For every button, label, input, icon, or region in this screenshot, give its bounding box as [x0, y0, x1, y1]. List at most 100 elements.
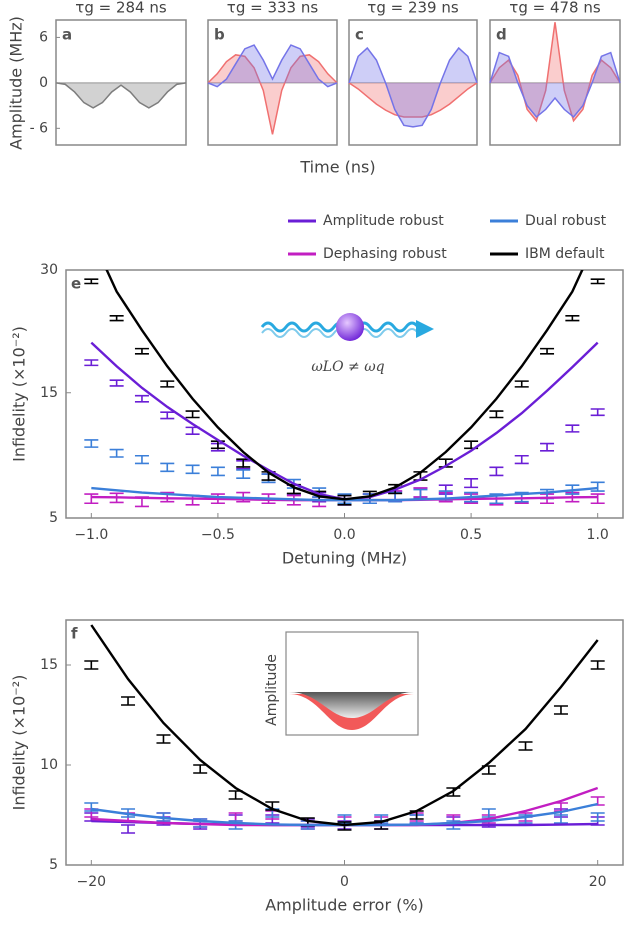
- x-tick-label: 1.0: [587, 527, 609, 543]
- error-bar: [553, 814, 568, 824]
- error-bar: [109, 379, 124, 387]
- error-bar: [160, 380, 175, 388]
- panel-title: τg = 284 ns: [75, 0, 167, 17]
- error-bar: [489, 410, 504, 419]
- error-bar: [156, 734, 171, 744]
- panel-label: b: [214, 26, 225, 44]
- x-axis-label: Detuning (MHz): [282, 549, 407, 568]
- y-tick-label: 15: [40, 385, 58, 401]
- error-bar: [109, 315, 124, 322]
- error-bar: [590, 493, 605, 505]
- error-bar: [236, 469, 251, 479]
- legend-label: Amplitude robust: [323, 213, 444, 229]
- amplitude-inset: [285, 631, 419, 736]
- plot-area: [84, 270, 605, 508]
- waveform-area: [208, 45, 337, 87]
- x-tick-label: −20: [77, 874, 107, 890]
- panel-label: a: [62, 26, 72, 44]
- error-bar: [518, 741, 533, 751]
- waveform-line: [207, 44, 338, 88]
- legend-label: Dual robust: [525, 213, 607, 229]
- error-bar: [590, 812, 605, 822]
- error-bar: [121, 824, 136, 834]
- waveform-area: [349, 82, 477, 117]
- panel-label: e: [71, 275, 81, 293]
- error-bar: [489, 466, 504, 477]
- error-bar: [160, 411, 175, 420]
- legend-label: Dephasing robust: [323, 246, 447, 262]
- x-tick-label: 20: [589, 874, 607, 890]
- y-axis-label: Infidelity (×10⁻²): [10, 326, 29, 462]
- waveform-area: [56, 82, 186, 108]
- error-bar: [134, 394, 149, 403]
- y-tick-label: 15: [40, 657, 58, 673]
- error-bar: [464, 478, 479, 489]
- error-bar: [553, 705, 568, 715]
- error-bar: [84, 359, 99, 367]
- error-bar: [590, 408, 605, 417]
- error-bar: [590, 481, 605, 492]
- panel-label: f: [71, 625, 78, 643]
- waveform-line: [207, 54, 338, 135]
- waveform-line: [348, 46, 478, 128]
- fit-line: [105, 270, 584, 501]
- y-axis-label: Infidelity (×10⁻²): [10, 675, 29, 811]
- waveform-area: [490, 52, 620, 117]
- error-bar: [185, 410, 200, 419]
- detuning-illustration: [260, 313, 434, 341]
- error-bar: [590, 660, 605, 670]
- x-tick-label: 0.0: [333, 527, 355, 543]
- x-tick-label: 0: [340, 874, 349, 890]
- annotation: ωLO ≠ ωq: [311, 359, 384, 375]
- waveform-line: [55, 82, 187, 109]
- error-bar: [134, 454, 149, 465]
- fit-line: [90, 624, 599, 827]
- panel-title: τg = 333 ns: [227, 0, 319, 17]
- x-tick-label: 0.5: [460, 527, 482, 543]
- error-bar: [514, 380, 529, 388]
- y-tick-label: 30: [40, 262, 58, 278]
- y-tick-label: 5: [49, 857, 58, 873]
- x-axis-label: Amplitude error (%): [265, 896, 424, 915]
- plot-area: [84, 624, 605, 834]
- qubit: [336, 313, 364, 341]
- error-bar: [134, 347, 149, 355]
- x-tick-label: −1.0: [74, 527, 108, 543]
- legend-label: IBM default: [525, 246, 605, 262]
- y-axis-label: Amplitude (MHz): [7, 16, 26, 150]
- panel-title: τg = 478 ns: [509, 0, 601, 17]
- error-bar: [121, 696, 136, 706]
- y-tick-label: - 6: [30, 120, 49, 136]
- x-axis-label: Time (ns): [299, 158, 375, 177]
- waveform-area: [349, 48, 477, 127]
- waveform-area: [490, 22, 620, 121]
- panel-title: τg = 239 ns: [367, 0, 459, 17]
- error-bar: [210, 466, 225, 477]
- y-tick-label: 10: [40, 757, 58, 773]
- error-bar: [565, 424, 580, 433]
- y-tick-label: 0: [39, 75, 48, 91]
- arrow-head: [416, 320, 434, 338]
- error-bar: [590, 278, 605, 285]
- error-bar: [160, 462, 175, 473]
- error-bar: [84, 278, 99, 285]
- panel-label: c: [355, 26, 364, 44]
- error-bar: [514, 454, 529, 465]
- inset-shape: [289, 692, 414, 718]
- panel-box: [65, 269, 624, 519]
- panel-label: d: [496, 26, 507, 44]
- y-tick-label: 6: [39, 29, 48, 45]
- waveform-line: [489, 51, 621, 119]
- y-tick-label: 5: [49, 510, 58, 526]
- error-bar: [84, 493, 99, 505]
- error-bar: [185, 464, 200, 475]
- error-bar: [109, 448, 124, 458]
- error-bar: [84, 660, 99, 670]
- waveform-area: [208, 54, 337, 135]
- x-tick-label: −0.5: [201, 527, 235, 543]
- inset-label: Amplitude: [264, 654, 280, 726]
- error-bar: [565, 315, 580, 322]
- error-bar: [540, 442, 555, 452]
- waveform-line: [348, 82, 478, 118]
